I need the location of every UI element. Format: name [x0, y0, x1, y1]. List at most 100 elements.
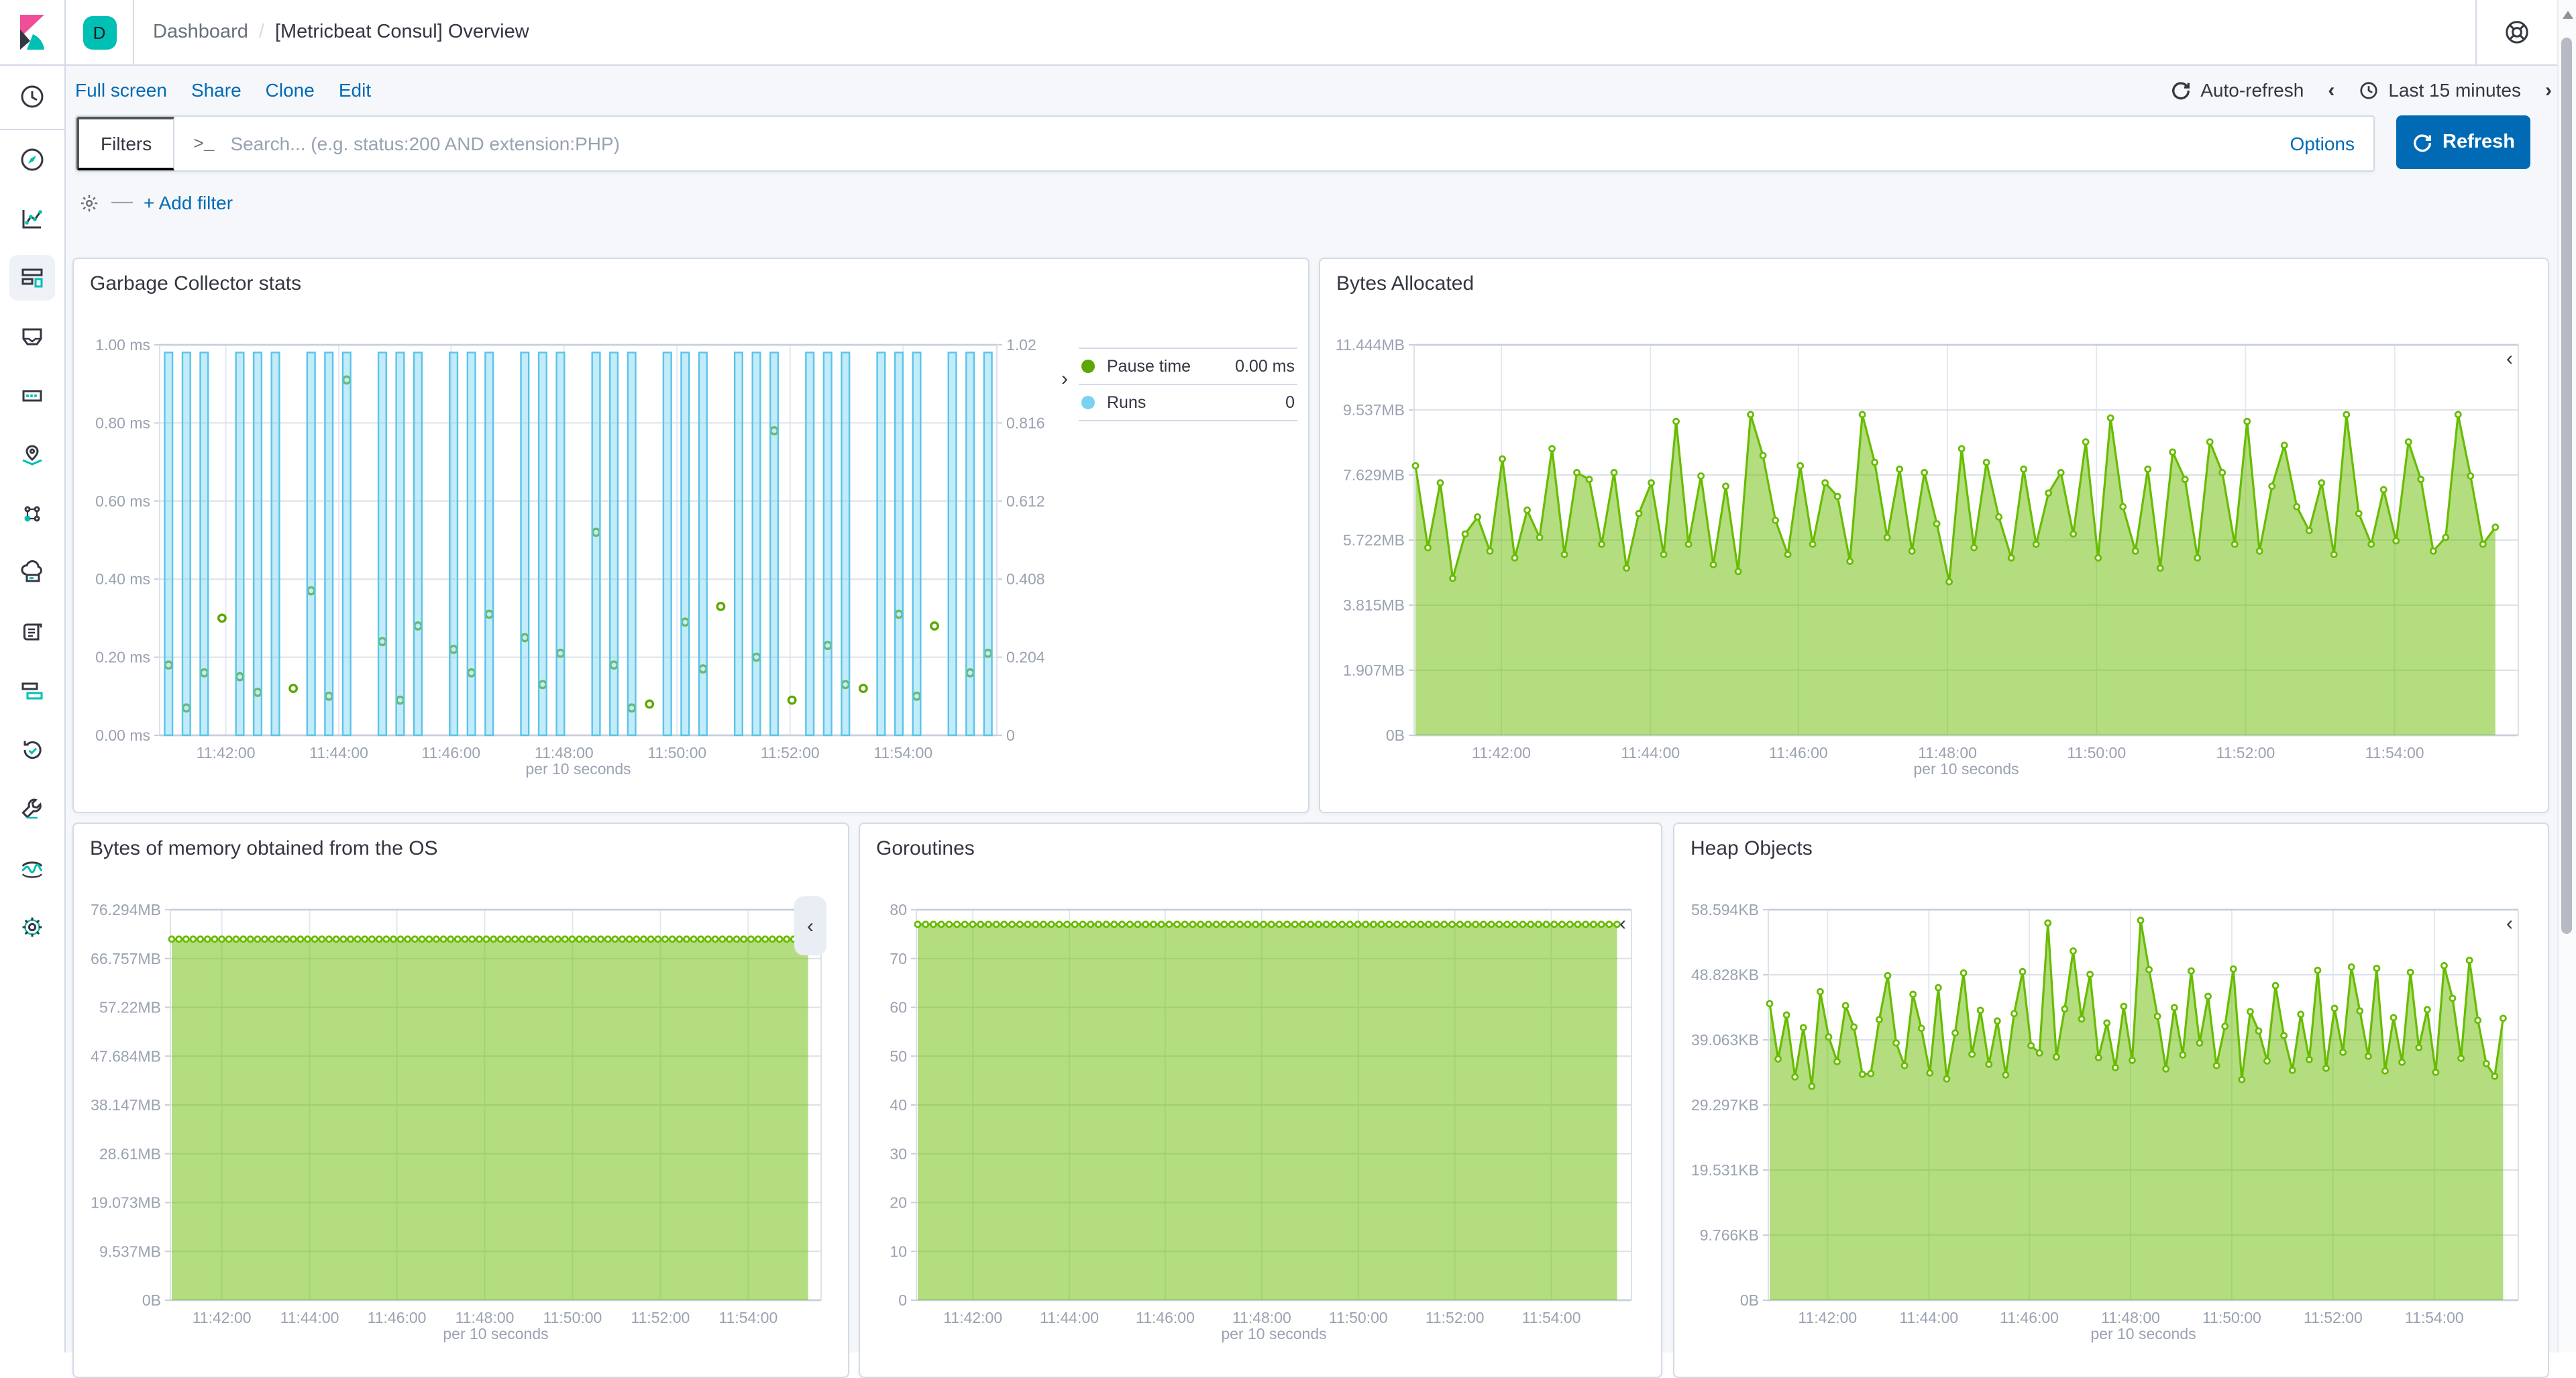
add-filter-link[interactable]: + Add filter — [144, 192, 233, 213]
filter-settings-gear-icon[interactable] — [78, 191, 101, 214]
panel-title: Goroutines — [876, 837, 975, 860]
auto-refresh-label: Auto-refresh — [2200, 79, 2304, 101]
add-filter-row: — + Add filter — [78, 188, 233, 217]
time-forward-button[interactable]: › — [2545, 78, 2552, 101]
clock-icon — [21, 85, 44, 108]
legend-expand-button[interactable]: ‹ — [1614, 910, 1631, 938]
svg-text:0: 0 — [1006, 727, 1015, 744]
legend-expand-button[interactable]: ‹ — [794, 896, 826, 955]
panel-bytes-allocated: Bytes Allocated 11:42:00 11:44:00 11:46:00… — [1319, 258, 2549, 813]
refresh-button[interactable]: Refresh — [2396, 115, 2530, 169]
edit-link[interactable]: Edit — [338, 79, 372, 101]
svg-text:11:54:00: 11:54:00 — [718, 1309, 777, 1326]
svg-text:5.722MB: 5.722MB — [1343, 531, 1405, 549]
legend-item-pause-time[interactable]: Pause time 0.00 ms — [1079, 348, 1297, 384]
space-selector[interactable]: D — [66, 0, 134, 64]
share-link[interactable]: Share — [191, 79, 241, 101]
sidebar-item-infrastructure[interactable] — [0, 543, 64, 602]
svg-text:11:52:00: 11:52:00 — [2304, 1309, 2363, 1326]
full-screen-link[interactable]: Full screen — [75, 79, 167, 101]
panel-heap-objects: Heap Objects 11:42:00 11:44:00 11:46:00 11:… — [1673, 823, 2549, 1378]
options-link[interactable]: Options — [2290, 133, 2355, 154]
svg-text:11:44:00: 11:44:00 — [309, 744, 368, 761]
legend-collapse-button[interactable]: › — [1059, 364, 1071, 393]
clone-link[interactable]: Clone — [265, 79, 315, 101]
nav-divider — [0, 129, 64, 130]
svg-text:30: 30 — [890, 1145, 907, 1163]
svg-text:0B: 0B — [142, 1291, 161, 1309]
panel-goroutines: Goroutines 11:42:00 11:44:00 11:46:00 11:48… — [859, 823, 1662, 1378]
legend-expand-button[interactable]: ‹ — [2501, 910, 2518, 938]
sidebar-item-visualize[interactable] — [0, 189, 64, 248]
sidebar-item-logs[interactable] — [0, 602, 64, 661]
sidebar-item-uptime[interactable] — [0, 721, 64, 780]
os-memory-chart-area: 11:42:00 11:44:00 11:46:00 11:48:00 11:50:00… — [85, 899, 837, 1343]
svg-text:per 10 seconds: per 10 seconds — [1221, 1325, 1326, 1342]
svg-text:80: 80 — [890, 901, 907, 918]
svg-text:11:46:00: 11:46:00 — [1136, 1309, 1195, 1326]
page-scrollbar[interactable] — [2557, 0, 2576, 1353]
search-bar: Filters >_ Options — [75, 115, 2375, 172]
filters-button[interactable]: Filters — [76, 117, 175, 170]
legend-expand-button[interactable]: ‹ — [2501, 345, 2518, 373]
time-back-button[interactable]: ‹ — [2328, 78, 2335, 101]
sidebar-item-dashboard[interactable] — [0, 248, 64, 307]
svg-text:76.294MB: 76.294MB — [91, 901, 161, 918]
svg-text:0.00 ms: 0.00 ms — [95, 727, 150, 744]
legend-item-runs[interactable]: Runs 0 — [1079, 384, 1297, 421]
sidebar-item-graph[interactable] — [0, 366, 64, 425]
maps-icon — [22, 445, 42, 466]
panel-title: Bytes Allocated — [1336, 272, 1474, 295]
breadcrumb-dashboard[interactable]: Dashboard — [153, 21, 248, 43]
svg-text:0B: 0B — [1740, 1291, 1759, 1309]
svg-text:19.073MB: 19.073MB — [91, 1194, 161, 1212]
kibana-logo[interactable] — [0, 0, 66, 64]
bytes-allocated-chart: 11:42:00 11:44:00 11:46:00 11:48:00 11:50:00… — [1336, 336, 2519, 778]
sidebar-item-discover[interactable] — [0, 130, 64, 189]
sidebar-item-maps[interactable] — [0, 425, 64, 484]
svg-text:0.816: 0.816 — [1006, 414, 1045, 431]
sidebar-item-canvas[interactable] — [0, 307, 64, 366]
infrastructure-icon — [21, 560, 42, 582]
auto-refresh-button[interactable]: Auto-refresh — [2171, 79, 2304, 101]
scrollbar-thumb[interactable] — [2561, 38, 2572, 934]
sidebar-item-stack-monitoring[interactable] — [0, 839, 64, 898]
help-icon[interactable] — [2504, 19, 2530, 46]
help-section — [2475, 0, 2560, 64]
main-content: Full screen Share Clone Edit Auto-refres… — [64, 64, 2576, 1378]
sidebar-item-recently-viewed[interactable] — [0, 64, 64, 129]
sidebar-item-apm[interactable] — [0, 661, 64, 721]
svg-text:11:54:00: 11:54:00 — [2405, 1309, 2464, 1326]
app-nav — [0, 64, 66, 1353]
page-title: [Metricbeat Consul] Overview — [274, 21, 529, 43]
svg-text:3.815MB: 3.815MB — [1343, 596, 1405, 614]
heap-objects-chart: 11:42:00 11:44:00 11:46:00 11:48:00 11:50:00… — [1691, 901, 2519, 1342]
dashboard-active-highlight — [9, 255, 55, 301]
svg-text:0.408: 0.408 — [1006, 570, 1045, 588]
gc-legend: › Pause time 0.00 ms Runs 0 — [1059, 348, 1297, 778]
space-badge[interactable]: D — [83, 15, 116, 49]
sidebar-item-machine-learning[interactable] — [0, 484, 64, 543]
svg-text:19.531KB: 19.531KB — [1691, 1161, 1759, 1179]
sidebar-item-dev-tools[interactable] — [0, 780, 64, 839]
scroll-up-arrow-icon[interactable] — [2563, 11, 2573, 19]
search-input[interactable] — [227, 131, 2271, 156]
time-range-button[interactable]: Last 15 minutes — [2359, 79, 2521, 101]
management-icon — [22, 917, 42, 937]
svg-text:11:42:00: 11:42:00 — [1472, 744, 1531, 761]
svg-text:11:50:00: 11:50:00 — [2067, 744, 2126, 761]
sidebar-item-management[interactable] — [0, 898, 64, 957]
dashboard-icon — [21, 268, 43, 288]
svg-text:per 10 seconds: per 10 seconds — [1913, 760, 2019, 778]
svg-text:11:50:00: 11:50:00 — [1329, 1309, 1388, 1326]
svg-text:11.444MB: 11.444MB — [1336, 336, 1405, 354]
svg-text:11:52:00: 11:52:00 — [1426, 1309, 1485, 1326]
svg-text:11:44:00: 11:44:00 — [1621, 744, 1680, 761]
svg-text:per 10 seconds: per 10 seconds — [525, 760, 631, 778]
svg-text:11:42:00: 11:42:00 — [197, 744, 256, 761]
svg-text:0.40 ms: 0.40 ms — [95, 570, 150, 588]
svg-text:20: 20 — [890, 1194, 907, 1212]
svg-text:11:52:00: 11:52:00 — [631, 1309, 690, 1326]
os-memory-chart: 11:42:00 11:44:00 11:46:00 11:48:00 11:50:00… — [91, 901, 822, 1342]
